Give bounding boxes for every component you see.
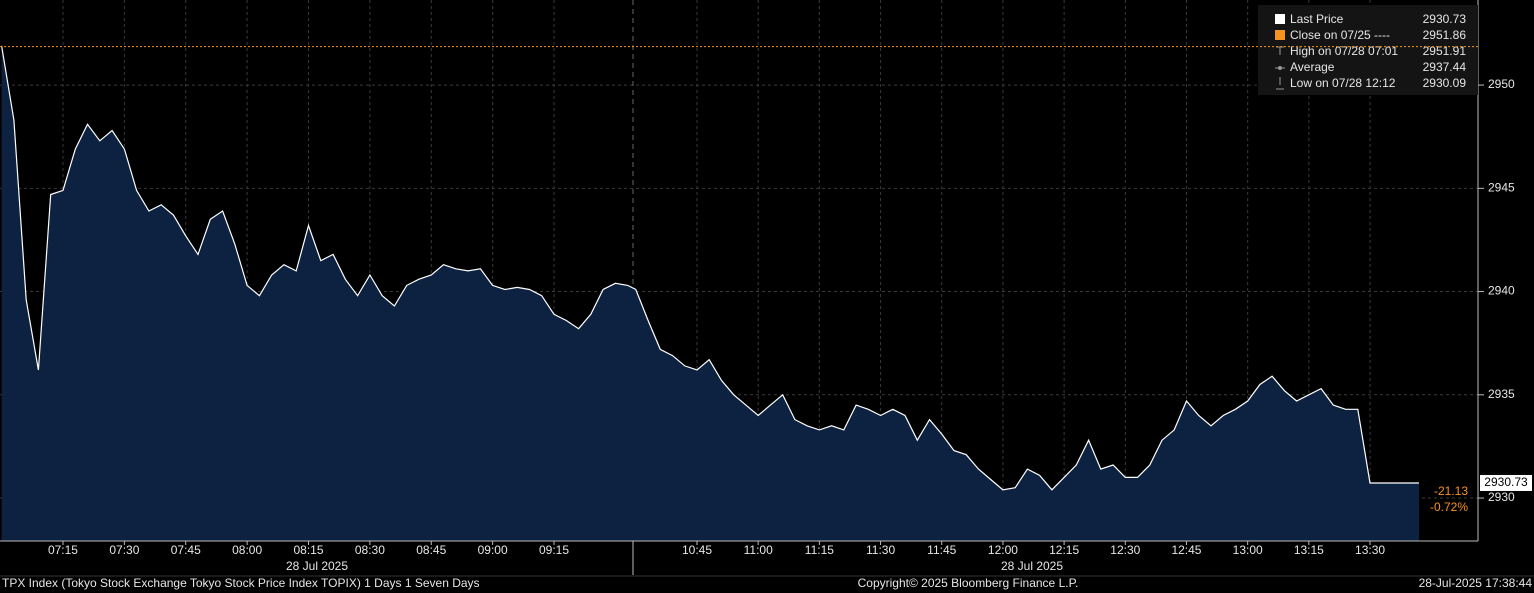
legend-value: 2930.09 bbox=[1423, 76, 1467, 90]
last-price-tag bbox=[1480, 474, 1532, 491]
legend-value: 2951.86 bbox=[1423, 28, 1467, 42]
legend-value: 2937.44 bbox=[1423, 60, 1467, 74]
x-tick-label: 08:30 bbox=[355, 543, 385, 557]
x-tick-label: 13:00 bbox=[1233, 543, 1263, 557]
x-tick-label: 07:30 bbox=[109, 543, 139, 557]
legend-icon bbox=[1278, 66, 1282, 70]
legend-swatch bbox=[1275, 14, 1285, 24]
y-tick-label: 2930 bbox=[1488, 490, 1515, 504]
plot bbox=[0, 0, 1478, 542]
x-tick-label: 09:00 bbox=[478, 543, 508, 557]
x-tick-label: 10:45 bbox=[682, 543, 712, 557]
legend-swatch bbox=[1275, 30, 1285, 40]
legend-box bbox=[1258, 5, 1478, 95]
change-pct-label: -0.72% bbox=[1430, 500, 1468, 514]
y-tick-label: 2945 bbox=[1488, 180, 1515, 194]
x-tick-label: 08:45 bbox=[416, 543, 446, 557]
x-tick-label: 12:00 bbox=[988, 543, 1018, 557]
legend-value: 2930.73 bbox=[1423, 12, 1467, 26]
x-tick-label: 12:45 bbox=[1171, 543, 1201, 557]
legend-label: Close on 07/25 ---- bbox=[1290, 28, 1390, 42]
legend-label: High on 07/28 07:01 bbox=[1290, 44, 1398, 58]
last-price-label: 2930.73 bbox=[1484, 475, 1528, 489]
date-label: 28 Jul 2025 bbox=[286, 559, 348, 573]
x-tick-label: 11:30 bbox=[866, 543, 895, 557]
legend: Last Price 2930.73 Close on 07/25 ---- 2… bbox=[1258, 5, 1478, 95]
y-tick-label: 2935 bbox=[1488, 387, 1515, 401]
footer-right: 28-Jul-2025 17:38:44 bbox=[1419, 576, 1533, 590]
x-tick-label: 07:15 bbox=[48, 543, 78, 557]
footer-center: Copyright© 2025 Bloomberg Finance L.P. bbox=[858, 576, 1079, 590]
y-tick-label: 2950 bbox=[1488, 77, 1515, 91]
x-tick-label: 12:15 bbox=[1049, 543, 1079, 557]
x-tick-label: 13:30 bbox=[1355, 543, 1385, 557]
x-tick-label: 11:45 bbox=[927, 543, 956, 557]
x-tick-label: 08:15 bbox=[293, 543, 323, 557]
x-tick-label: 09:15 bbox=[539, 543, 569, 557]
change-label: -21.13 bbox=[1434, 484, 1468, 498]
area bbox=[1, 45, 1420, 542]
x-tick-label: 07:45 bbox=[171, 543, 201, 557]
date-label: 28 Jul 2025 bbox=[1001, 559, 1063, 573]
legend-label: Last Price bbox=[1290, 12, 1344, 26]
legend-icon bbox=[1276, 77, 1284, 90]
legend-label: Low on 07/28 12:12 bbox=[1290, 76, 1396, 90]
legend-label: Average bbox=[1290, 60, 1335, 74]
x-tick-label: 12:30 bbox=[1110, 543, 1140, 557]
x-tick-label: 11:15 bbox=[805, 543, 834, 557]
x-tick-label: 13:15 bbox=[1294, 543, 1324, 557]
legend-value: 2951.91 bbox=[1423, 44, 1467, 58]
y-tick-label: 2940 bbox=[1488, 284, 1515, 298]
x-tick-label: 11:00 bbox=[744, 543, 773, 557]
x-tick-label: 08:00 bbox=[232, 543, 262, 557]
price-line bbox=[1, 45, 1419, 491]
footer-left: TPX Index (Tokyo Stock Exchange Tokyo St… bbox=[2, 576, 480, 590]
